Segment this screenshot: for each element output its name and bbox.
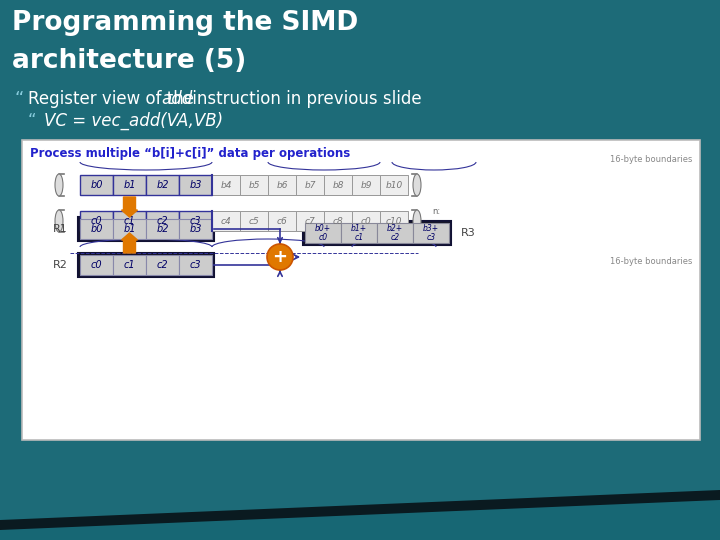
Text: Process multiple “b[i]+c[i]” data per operations: Process multiple “b[i]+c[i]” data per op… (30, 147, 350, 160)
Bar (324, 175, 352, 195)
Text: c2: c2 (157, 260, 168, 270)
Bar (146, 211, 179, 231)
Ellipse shape (413, 174, 421, 196)
Text: c1: c1 (124, 216, 135, 226)
Bar (80, 211, 113, 231)
Bar (303, 221, 451, 245)
Circle shape (267, 244, 293, 270)
Text: b0: b0 (90, 180, 103, 190)
Bar (305, 223, 341, 243)
Text: b5: b5 (248, 180, 260, 190)
Text: b9: b9 (360, 180, 372, 190)
Text: 16-byte boundaries: 16-byte boundaries (610, 257, 692, 266)
Text: c3: c3 (189, 260, 202, 270)
Bar (80, 255, 113, 275)
Ellipse shape (55, 210, 63, 232)
Bar (240, 175, 268, 195)
Bar (240, 211, 268, 231)
Text: c0: c0 (361, 217, 372, 226)
Bar (22, 140, 700, 440)
Polygon shape (0, 490, 720, 540)
Text: b2: b2 (156, 180, 168, 190)
Text: instruction in previous slide: instruction in previous slide (187, 90, 422, 108)
Bar (296, 211, 324, 231)
Text: +: + (272, 248, 287, 266)
Text: c1: c1 (124, 260, 135, 270)
Text: architecture (5): architecture (5) (12, 48, 246, 74)
Text: b4: b4 (220, 180, 232, 190)
Bar (80, 219, 113, 239)
Text: R1: R1 (53, 224, 68, 234)
Ellipse shape (55, 174, 63, 196)
Polygon shape (0, 500, 720, 540)
Text: Register view of the: Register view of the (28, 90, 199, 108)
Bar (352, 175, 380, 195)
Bar (377, 223, 413, 243)
Text: b2+
c2: b2+ c2 (387, 224, 403, 242)
Bar (179, 255, 212, 275)
Text: c10: c10 (386, 217, 402, 226)
Bar (179, 211, 212, 231)
Bar (324, 211, 352, 231)
Bar (352, 211, 380, 231)
Bar (78, 253, 214, 277)
Text: b3+
c3: b3+ c3 (423, 224, 439, 242)
Text: Programming the SIMD: Programming the SIMD (12, 10, 359, 36)
Bar (146, 175, 179, 195)
Text: c4: c4 (220, 217, 231, 226)
Bar (80, 175, 113, 195)
Text: “: “ (14, 90, 23, 108)
Text: b10: b10 (385, 180, 402, 190)
Bar (212, 175, 240, 195)
Ellipse shape (413, 210, 421, 232)
Text: b2: b2 (156, 224, 168, 234)
Bar (146, 219, 179, 239)
Text: VC = vec_add(VA,VB): VC = vec_add(VA,VB) (44, 112, 223, 130)
Text: b3: b3 (189, 180, 202, 190)
Bar (341, 223, 377, 243)
Bar (268, 175, 296, 195)
Text: R3: R3 (461, 228, 476, 238)
Text: “: “ (28, 112, 37, 130)
Text: b7: b7 (305, 180, 316, 190)
Text: b1+
c1: b1+ c1 (351, 224, 367, 242)
Text: n:: n: (432, 207, 440, 216)
Bar (413, 223, 449, 243)
Text: b1: b1 (123, 224, 136, 234)
Bar (380, 211, 408, 231)
Text: b1: b1 (123, 180, 136, 190)
Text: c0: c0 (91, 260, 102, 270)
FancyArrow shape (122, 233, 138, 253)
Bar (146, 255, 179, 275)
Text: R2: R2 (53, 260, 68, 270)
Text: c3: c3 (189, 216, 202, 226)
FancyArrow shape (122, 197, 138, 217)
Bar (113, 211, 146, 231)
Text: b6: b6 (276, 180, 288, 190)
Text: c2: c2 (157, 216, 168, 226)
Bar (113, 175, 146, 195)
Bar (179, 219, 212, 239)
Bar (212, 211, 240, 231)
Text: b8: b8 (332, 180, 343, 190)
Text: c6: c6 (276, 217, 287, 226)
Text: b3: b3 (189, 224, 202, 234)
Bar (113, 219, 146, 239)
Text: 16-byte boundaries: 16-byte boundaries (610, 156, 692, 165)
Bar (380, 175, 408, 195)
Bar (179, 175, 212, 195)
Bar (268, 211, 296, 231)
Text: c0: c0 (91, 216, 102, 226)
Bar (113, 255, 146, 275)
Text: add: add (161, 90, 192, 108)
Text: c8: c8 (333, 217, 343, 226)
Text: b0: b0 (90, 224, 103, 234)
Text: b0+
c0: b0+ c0 (315, 224, 331, 242)
Bar (296, 175, 324, 195)
Bar (78, 217, 214, 241)
Text: c7: c7 (305, 217, 315, 226)
Text: c5: c5 (248, 217, 259, 226)
